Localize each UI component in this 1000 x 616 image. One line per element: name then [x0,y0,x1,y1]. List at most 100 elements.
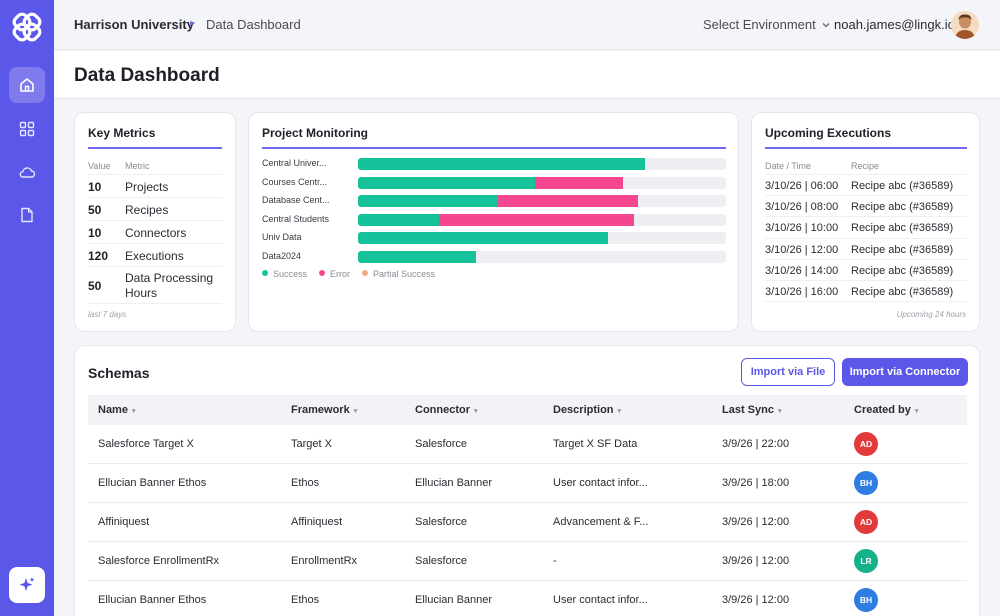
success-bar [358,176,535,189]
error-bar [497,195,638,208]
metric-row: 50 Data Processing Hours [88,266,222,304]
project-label: Courses Centr... [262,176,328,187]
schema-framework: Affiniquest [291,516,343,528]
execution-row[interactable]: 3/10/26 | 16:00 Recipe abc (#36589) [765,280,967,302]
schema-last-sync: 3/9/26 | 18:00 [722,477,790,489]
project-row[interactable]: Univ Data [262,231,726,245]
home-icon [20,78,34,92]
schema-description: Target X SF Data [553,438,638,450]
execution-row[interactable]: 3/10/26 | 10:00 Recipe abc (#36589) [765,216,967,238]
success-bar [358,232,609,245]
execution-recipe: Recipe abc (#36589) [851,286,954,298]
project-monitoring-card: Project Monitoring Central Univer... Cour… [248,112,739,332]
project-row[interactable]: Central Students [262,213,726,227]
title-underline [88,147,222,149]
execution-date: 3/10/26 | 10:00 [765,222,839,234]
title-underline [262,147,726,149]
metric-value: 10 [88,226,102,240]
breadcrumb-org[interactable]: Harrison University [74,17,194,32]
execution-recipe: Recipe abc (#36589) [851,222,954,234]
project-bar-track [358,158,726,170]
project-bar-track [358,251,726,263]
legend-success: Success [262,269,307,279]
nav-documents[interactable] [9,197,45,233]
metric-value: 10 [88,180,102,194]
schema-last-sync: 3/9/26 | 12:00 [722,555,790,567]
schema-last-sync: 3/9/26 | 12:00 [722,594,790,606]
logo-icon[interactable] [9,9,45,45]
table-row[interactable]: Affiniquest Affiniquest Salesforce Advancem… [88,503,967,542]
column-header-created-by[interactable]: Created by ▾ [854,404,919,416]
nav-projects[interactable] [9,111,45,147]
execution-date: 3/10/26 | 06:00 [765,180,839,192]
project-row[interactable]: Courses Centr... [262,176,726,190]
schema-framework: Ethos [291,594,320,606]
execution-row[interactable]: 3/10/26 | 12:00 Recipe abc (#36589) [765,238,967,259]
creator-avatar[interactable]: BH [854,471,878,495]
metric-value: 50 [88,279,102,293]
execution-row[interactable]: 3/10/26 | 08:00 Recipe abc (#36589) [765,195,967,216]
top-bar: Harrison University ▸ Data Dashboard Sel… [54,0,1000,50]
schemas-card: Schemas Import via File Import via Conne… [74,345,980,616]
metric-row: 120 Executions [88,243,222,266]
table-row[interactable]: Ellucian Banner Ethos Ethos Ellucian Banne… [88,581,967,616]
execution-date: 3/10/26 | 08:00 [765,201,839,213]
creator-avatar[interactable]: AD [854,510,878,534]
document-icon [21,207,33,223]
metric-row: 50 Recipes [88,197,222,220]
creator-avatar[interactable]: AD [854,432,878,456]
schema-connector: Salesforce [415,516,467,528]
sort-icon: ▾ [617,408,622,415]
execution-row[interactable]: 3/10/26 | 06:00 Recipe abc (#36589) [765,174,967,195]
creator-avatar[interactable]: BH [854,588,878,612]
project-label: Univ Data [262,232,302,243]
column-header-connector[interactable]: Connector ▾ [415,404,478,416]
import-via-connector-button[interactable]: Import via Connector [842,358,968,386]
nav-cloud[interactable] [9,154,45,190]
legend-error: Error [319,269,350,279]
table-row[interactable]: Ellucian Banner Ethos Ethos Ellucian Banne… [88,464,967,503]
executions-col-recipe: Recipe [851,161,880,171]
metric-row: 10 Projects [88,174,222,197]
sort-icon: ▾ [131,408,136,415]
execution-row[interactable]: 3/10/26 | 14:00 Recipe abc (#36589) [765,259,967,280]
key-metrics-footer: last 7 days [88,310,127,319]
schema-framework: Target X [291,438,332,450]
sidebar [0,0,54,616]
ai-assistant-button[interactable] [9,567,45,603]
column-header-name[interactable]: Name ▾ [98,404,136,416]
chevron-down-icon [822,22,830,27]
column-header-framework[interactable]: Framework ▾ [291,404,358,416]
column-header-last-sync[interactable]: Last Sync ▾ [722,404,782,416]
project-row[interactable]: Database Cent... [262,194,726,208]
creator-avatar[interactable]: LR [854,549,878,573]
breadcrumb-separator: ▸ [190,18,196,29]
table-row[interactable]: Salesforce Target X Target X Salesforce Tar… [88,425,967,464]
schema-last-sync: 3/9/26 | 12:00 [722,516,790,528]
table-row[interactable]: Salesforce EnrollmentRx EnrollmentRx Sales… [88,542,967,581]
execution-recipe: Recipe abc (#36589) [851,180,954,192]
environment-select[interactable]: Select Environment [703,17,830,32]
project-row[interactable]: Central Univer... [262,157,726,171]
execution-date: 3/10/26 | 14:00 [765,265,839,277]
grid-icon [19,121,35,137]
error-bar [438,213,634,226]
user-email[interactable]: noah.james@lingk.io [834,17,955,32]
schema-name: Ellucian Banner Ethos [98,477,207,489]
sparkle-icon [19,577,35,591]
schema-connector: Ellucian Banner [415,477,493,489]
import-via-file-button[interactable]: Import via File [741,358,835,386]
column-header-description[interactable]: Description ▾ [553,404,622,416]
project-bar-track [358,213,726,226]
execution-recipe: Recipe abc (#36589) [851,244,954,256]
project-row[interactable]: Data2024 [262,250,726,264]
project-label: Database Cent... [262,195,330,206]
project-monitoring-title: Project Monitoring [262,126,368,140]
schema-connector: Salesforce [415,555,467,567]
avatar[interactable] [951,11,979,39]
execution-date: 3/10/26 | 12:00 [765,244,839,256]
project-label: Data2024 [262,251,302,261]
execution-recipe: Recipe abc (#36589) [851,265,954,277]
executions-footer: Upcoming 24 hours [896,310,966,319]
nav-home[interactable] [9,67,45,103]
